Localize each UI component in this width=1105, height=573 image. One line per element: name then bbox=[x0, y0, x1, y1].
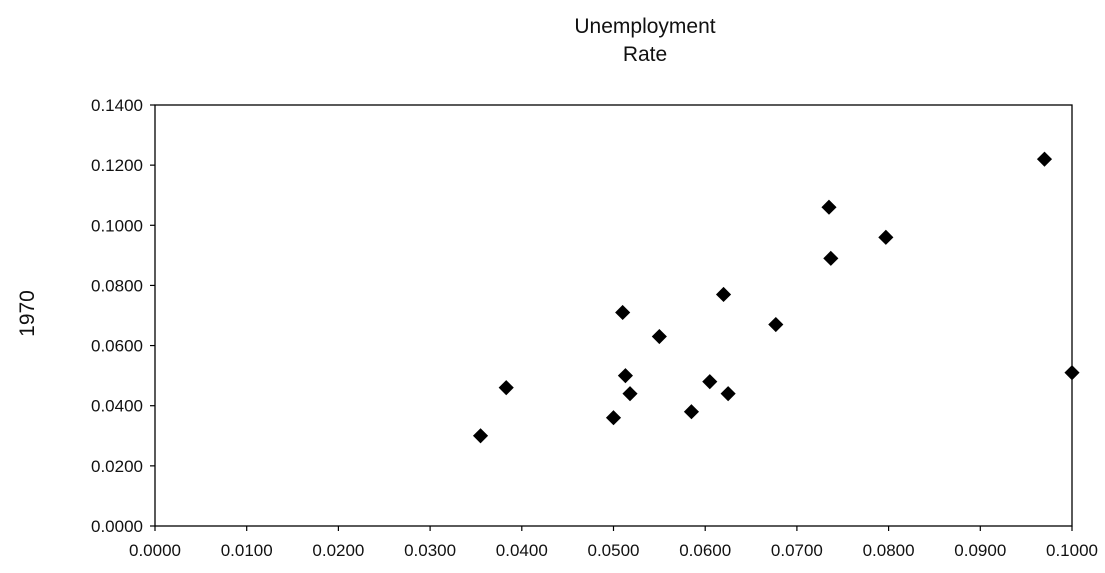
x-tick-label: 0.0500 bbox=[588, 541, 640, 560]
data-point-15 bbox=[878, 229, 894, 245]
data-point-3 bbox=[605, 410, 622, 426]
data-point-11 bbox=[720, 386, 736, 402]
y-tick-label: 0.0400 bbox=[91, 397, 143, 416]
y-tick-label: 0.0600 bbox=[91, 337, 143, 356]
x-tick-label: 0.0300 bbox=[404, 541, 456, 560]
plot-area-frame bbox=[154, 104, 1073, 527]
data-point-17 bbox=[1064, 365, 1080, 381]
data-point-14 bbox=[823, 250, 839, 266]
y-tick-label: 0.1200 bbox=[91, 156, 143, 175]
data-point-9 bbox=[702, 374, 718, 390]
x-tick-label: 0.0200 bbox=[312, 541, 364, 560]
data-point-1 bbox=[472, 428, 489, 444]
data-points bbox=[472, 151, 1080, 444]
data-point-8 bbox=[683, 404, 700, 420]
x-tick-label: 0.0100 bbox=[221, 541, 273, 560]
x-tick-label: 0.1000 bbox=[1046, 541, 1098, 560]
y-tick-label: 0.0000 bbox=[91, 517, 143, 536]
y-axis-label-group: 1970 bbox=[16, 290, 39, 337]
data-point-6 bbox=[622, 386, 638, 402]
data-point-12 bbox=[768, 316, 784, 333]
chart-title: Unemployment Rate bbox=[574, 15, 715, 66]
data-point-5 bbox=[617, 368, 633, 384]
x-tick-label: 0.0000 bbox=[129, 541, 181, 560]
x-tick-label: 0.0400 bbox=[496, 541, 548, 560]
y-tick-label: 0.1000 bbox=[91, 216, 143, 235]
data-point-16 bbox=[1036, 151, 1053, 167]
x-tick-label: 0.0700 bbox=[771, 541, 823, 560]
y-axis-ticks: 0.0000 0.0200 0.0400 0.0600 0.0800 0.1000 0.12… bbox=[91, 96, 155, 536]
x-tick-label: 0.0600 bbox=[679, 541, 731, 560]
y-tick-label: 0.0200 bbox=[91, 457, 143, 476]
data-point-2 bbox=[498, 380, 514, 396]
y-axis-label: 1970 bbox=[16, 290, 39, 337]
data-point-13 bbox=[821, 199, 837, 215]
x-tick-label: 0.0800 bbox=[863, 541, 915, 560]
x-tick-label: 0.0900 bbox=[954, 541, 1006, 560]
chart-title-line-2: Rate bbox=[623, 43, 667, 66]
data-point-4 bbox=[615, 304, 631, 321]
x-axis-ticks: 0.0000 0.0100 0.0200 0.0300 0.0400 0.0500 0.06… bbox=[129, 526, 1098, 560]
data-point-7 bbox=[651, 328, 667, 345]
data-point-10 bbox=[715, 286, 732, 303]
y-tick-label: 0.0800 bbox=[91, 276, 143, 295]
chart-title-line-1: Unemployment bbox=[574, 15, 715, 38]
y-tick-label: 0.1400 bbox=[91, 96, 143, 115]
